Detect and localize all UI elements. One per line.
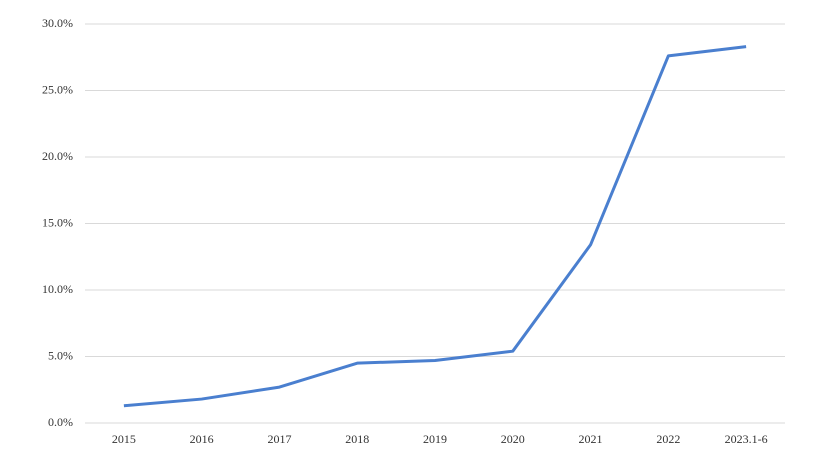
x-tick-label: 2018 bbox=[345, 432, 369, 446]
x-tick-label: 2023.1-6 bbox=[725, 432, 768, 446]
y-tick-label: 5.0% bbox=[48, 348, 73, 362]
y-tick-label: 25.0% bbox=[42, 82, 73, 96]
data-line bbox=[123, 45, 747, 408]
x-tick-label: 2017 bbox=[267, 432, 291, 446]
x-tick-label: 2022 bbox=[656, 432, 680, 446]
y-tick-label: 20.0% bbox=[42, 149, 73, 163]
y-tick-label: 15.0% bbox=[42, 215, 73, 229]
x-tick-label: 2016 bbox=[190, 432, 214, 446]
x-tick-label: 2015 bbox=[112, 432, 136, 446]
x-tick-label: 2020 bbox=[501, 432, 525, 446]
x-tick-label: 2021 bbox=[579, 432, 603, 446]
y-tick-label: 10.0% bbox=[42, 282, 73, 296]
x-tick-label: 2019 bbox=[423, 432, 447, 446]
y-tick-label: 0.0% bbox=[48, 415, 73, 429]
y-tick-label: 30.0% bbox=[42, 16, 73, 30]
